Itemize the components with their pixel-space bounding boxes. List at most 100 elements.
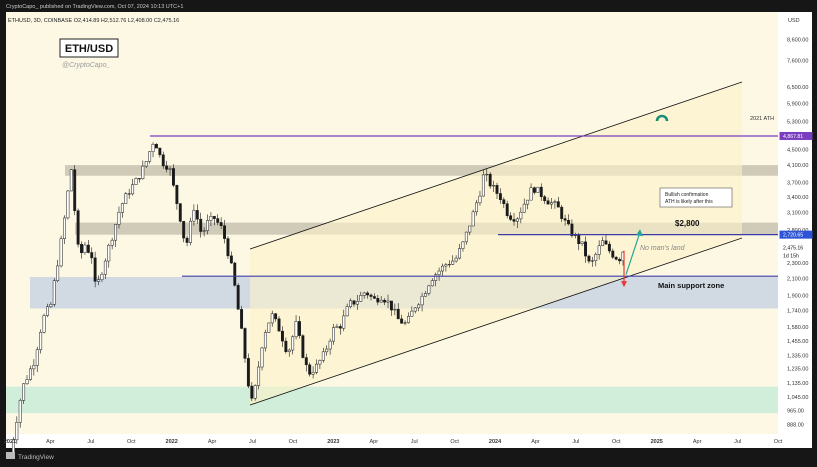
candle-body: [349, 300, 353, 307]
candle-body: [229, 255, 233, 264]
candle-body: [604, 240, 608, 245]
x-tick-label: 2022: [166, 439, 178, 445]
candle-body: [563, 218, 567, 221]
y-tick-label: 1,580.00: [787, 325, 808, 331]
candle-body: [83, 244, 87, 254]
candle-body: [430, 280, 434, 287]
y-tick-label: 5,300.00: [787, 120, 808, 126]
candle-body: [587, 255, 591, 262]
candle-body: [103, 260, 107, 275]
candle-body: [379, 299, 383, 303]
candle-body: [335, 326, 339, 328]
candle-body: [168, 168, 172, 170]
time-axis-pane[interactable]: [6, 434, 812, 448]
y-tick-label: 2,100.00: [787, 277, 808, 283]
y-tick-label: 5,900.00: [787, 101, 808, 107]
candle-body: [468, 225, 472, 233]
candle-body: [522, 203, 526, 213]
candle-body: [618, 259, 622, 262]
candle-body: [151, 143, 155, 152]
candle-body: [172, 168, 175, 186]
channel-upper-line[interactable]: [249, 81, 743, 250]
candle-body: [127, 193, 131, 195]
x-tick-label: Jul: [249, 439, 256, 445]
candle-body: [519, 211, 523, 220]
candle-body: [93, 257, 97, 282]
candle-body: [28, 368, 32, 380]
price-axis-pane[interactable]: [778, 12, 812, 434]
candle-body: [97, 279, 100, 282]
candle-body: [274, 313, 278, 320]
candle-body: [76, 210, 80, 245]
candle-body: [332, 327, 335, 342]
candle-body: [86, 244, 90, 253]
candle-body: [498, 193, 502, 200]
bullish-green-arrow: [625, 232, 641, 275]
candle-body: [509, 215, 513, 220]
candle-body: [73, 169, 77, 211]
candle-body: [114, 224, 118, 241]
candle-body: [243, 328, 247, 359]
candle-body: [270, 313, 274, 324]
candle-body: [291, 336, 295, 351]
candle-body: [158, 147, 162, 156]
candle-body: [478, 195, 482, 204]
candle-body: [441, 265, 444, 272]
candle-body: [185, 237, 189, 243]
candle-body: [512, 219, 516, 222]
x-tick-label: Jul: [87, 439, 94, 445]
candle-body: [59, 238, 63, 267]
price-tag-last: [780, 244, 812, 252]
candle-body: [386, 300, 390, 303]
x-tick-label: Oct: [774, 439, 783, 445]
tradingview-brand: TradingView: [18, 454, 54, 461]
zone-resistance: [65, 165, 778, 176]
candle-body: [80, 244, 83, 254]
candle-body: [161, 154, 165, 167]
candle-body: [437, 270, 441, 275]
candle-body: [294, 321, 298, 338]
candle-body: [447, 264, 451, 266]
candle-body: [420, 295, 424, 306]
candle-body: [233, 262, 237, 286]
candle-body: [240, 309, 244, 329]
x-tick-label: 2024: [489, 439, 502, 445]
candle-body: [280, 330, 284, 342]
candle-body: [461, 241, 465, 249]
y-tick-label: 1,740.00: [787, 308, 808, 314]
candle-body: [100, 273, 104, 280]
y-tick-label: 1,135.00: [787, 381, 808, 387]
channel-lower-line[interactable]: [249, 237, 743, 406]
candle-body: [69, 169, 73, 192]
candle-body: [427, 285, 431, 294]
channel-fill: [250, 82, 742, 405]
candle-body: [301, 335, 305, 358]
candle-body: [546, 200, 550, 205]
chart-title: ETH/USD: [65, 43, 113, 55]
candle-body: [352, 300, 356, 305]
candle-body: [107, 245, 111, 262]
candle-body: [267, 322, 271, 333]
candle-body: [594, 254, 598, 261]
y-tick-label: 1,900.00: [787, 294, 808, 300]
candle-body: [137, 178, 141, 180]
y-tick-label: 1,235.00: [787, 367, 808, 373]
candle-body: [570, 223, 574, 236]
candle-body: [567, 220, 570, 225]
candle-body: [318, 360, 322, 365]
candle-body: [505, 203, 509, 216]
candle-body: [359, 295, 363, 302]
bullish-note-line1: Bullish confirmation: [665, 192, 709, 198]
zone-green-base: [6, 386, 778, 414]
y-tick-label: 8,600.00: [787, 37, 808, 43]
x-tick-label: Oct: [289, 439, 298, 445]
candle-body: [338, 326, 342, 329]
candle-body: [424, 293, 427, 297]
x-tick-label: Oct: [127, 439, 136, 445]
candle-body: [304, 357, 308, 366]
publisher-line: CryptoCapo_ published on TradingView.com…: [6, 4, 183, 10]
price-tag-last-text: 2,475.16: [783, 246, 803, 252]
candle-body: [223, 225, 227, 239]
candle-body: [154, 143, 158, 149]
